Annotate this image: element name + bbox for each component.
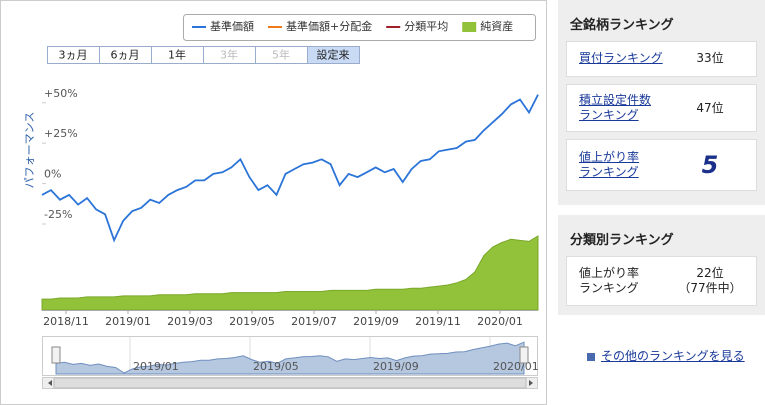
rank: 5 — [701, 151, 719, 179]
x-tick-label: 2020/01 — [477, 315, 523, 328]
x-tick-label: 2019/09 — [353, 315, 399, 328]
navigator-area — [55, 341, 525, 375]
x-tick-label: 2018/11 — [43, 315, 89, 328]
y-tick-label: +25% — [44, 127, 78, 140]
rank: 33位 — [696, 51, 724, 65]
range-button-label[interactable]: 設定来 — [317, 48, 350, 62]
scroll-right[interactable] — [529, 380, 533, 386]
nav-line — [41, 94, 539, 243]
panel-title: 分類別ランキング — [570, 233, 674, 248]
link-line[interactable]: ランキング — [579, 165, 639, 179]
navigator-handle[interactable] — [51, 346, 61, 364]
legend-swatch — [462, 22, 477, 32]
navigator-tick-label: 2019/09 — [373, 360, 419, 373]
navigator-tick-label: 2020/01 — [493, 360, 539, 373]
all-ranking-panel: 全銘柄ランキング 買付ランキング 33位 積立設定件数 ランキング 47位 値上が… — [558, 0, 765, 205]
rank-line: 22位 — [696, 266, 724, 280]
link-line[interactable]: 積立設定件数 — [579, 93, 652, 107]
link-line[interactable]: ランキング — [579, 108, 639, 122]
navigator-tick-label: 2019/05 — [253, 360, 299, 373]
ranking-row[interactable]: 積立設定件数 ランキング 47位 — [566, 84, 757, 132]
legend-label[interactable]: 純資産 — [480, 20, 513, 33]
ranking-label: 値上がり率 ランキング — [579, 266, 639, 296]
panel-title: 全銘柄ランキング — [570, 18, 674, 33]
ranking-row[interactable]: 買付ランキング 33位 — [566, 41, 757, 77]
legend-box — [183, 14, 536, 41]
label-line: ランキング — [579, 281, 639, 295]
rank: 22位 （77件中） — [670, 266, 750, 296]
x-tick-label: 2019/01 — [105, 315, 151, 328]
link-line[interactable]: 値上がり率 — [579, 150, 640, 164]
y-axis-label: パフォーマンス — [23, 112, 36, 189]
ranking-link[interactable]: 値上がり率 ランキング — [579, 150, 639, 180]
navigator-tick-label: 2019/01 — [133, 360, 179, 373]
more-ranking-link[interactable]: その他のランキングを見る — [587, 347, 745, 364]
legend-label[interactable]: 分類平均 — [404, 20, 448, 33]
ranking-link[interactable]: 積立設定件数 ランキング — [579, 93, 651, 123]
y-tick-label: 0% — [44, 168, 61, 181]
range-button[interactable] — [307, 46, 360, 64]
x-tick-label: 2019/03 — [167, 315, 213, 328]
range-button-label[interactable]: 3ヵ月 — [59, 49, 88, 62]
y-tick-label: -25% — [44, 208, 72, 221]
x-tick-label: 2019/05 — [229, 315, 275, 328]
range-button-label[interactable]: 1年 — [168, 48, 186, 62]
scroll-left[interactable] — [48, 380, 52, 386]
performance-chart: パフォーマンス 基準価額 基準価額+分配金 分類平均 純資産 3ヵ月 6ヵ月 1年 3年 5年 設… — [0, 0, 547, 405]
x-tick-label: 2019/07 — [291, 315, 337, 328]
range-button-label: 5年 — [272, 48, 290, 62]
ranking-link[interactable]: 買付ランキング — [579, 51, 663, 65]
y-tick-label: +50% — [44, 87, 78, 100]
ranking-row: 値上がり率 ランキング 22位 （77件中） — [566, 256, 757, 306]
rank: 47位 — [696, 101, 724, 115]
ranking-row[interactable]: 値上がり率 ランキング 5 — [566, 139, 757, 191]
scrollbar-thumb[interactable] — [53, 377, 527, 389]
range-button-label: 3年 — [220, 48, 238, 62]
category-ranking-panel: 分類別ランキング 値上がり率 ランキング 22位 （77件中） — [558, 215, 765, 315]
label-line: 値上がり率 — [579, 266, 640, 280]
legend-label[interactable]: 基準価額+分配金 — [286, 19, 372, 33]
net-assets-area — [41, 235, 539, 311]
range-button-label[interactable]: 6ヵ月 — [111, 49, 140, 62]
navigator-handle[interactable] — [519, 346, 529, 364]
rank-line: （77件中） — [678, 281, 742, 295]
legend-label[interactable]: 基準価額 — [210, 19, 254, 33]
x-tick-label: 2019/11 — [415, 315, 461, 328]
